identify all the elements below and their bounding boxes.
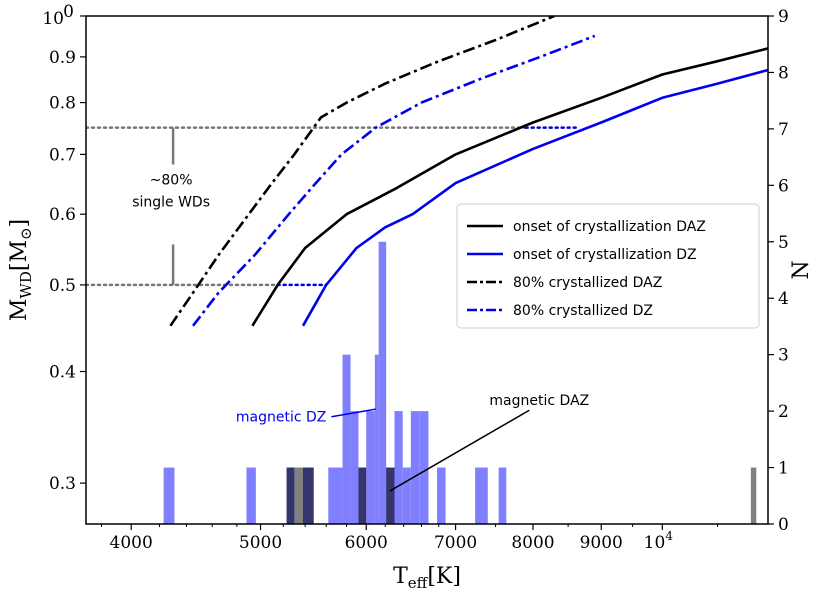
histogram-bar-dz (394, 411, 403, 524)
y-right-tick-label: 6 (778, 176, 789, 196)
y-right-tick-label: 2 (778, 402, 789, 422)
histogram-bar-dz (475, 467, 488, 524)
y-title-sub: WD (17, 271, 35, 298)
legend: onset of crystallization DAZ onset of cry… (456, 203, 760, 329)
y-left-tick-label: 0.4 (49, 363, 76, 383)
y-title-unit-open: [M (7, 240, 32, 271)
y-left-tick-label: 0.6 (49, 205, 76, 225)
legend-label: onset of crystallization DAZ (513, 219, 706, 235)
magnetic-dz-pointer (331, 408, 376, 418)
y-left-tick-exponent: 0 (63, 2, 74, 22)
x-axis-title-main: T (393, 564, 408, 589)
legend-box (456, 203, 760, 329)
x-tick-label-power: 104 (644, 529, 674, 553)
histogram-bar-daz (294, 467, 303, 524)
histogram-bar-overlap (302, 467, 314, 524)
histogram-bar-dz (374, 354, 379, 524)
histogram-bar-dz (378, 241, 387, 524)
y-right-tick-label: 1 (778, 459, 789, 479)
histogram-bar-daz (750, 467, 757, 524)
series-line (169, 16, 555, 327)
y-left-tick-label: 0.5 (49, 276, 76, 296)
histogram-bar-dz (163, 467, 175, 524)
y-title-unit-symbol: ⊙ (17, 227, 35, 240)
y-right-tick-label: 4 (778, 289, 789, 309)
histogram-bar-overlap (358, 467, 367, 524)
y-left-tick-label: 0.9 (49, 48, 76, 68)
magnetic-dz-label: magnetic DZ (236, 410, 327, 426)
legend-label: 80% crystallized DZ (513, 303, 653, 319)
annotations-layer: ~80% single WDs magnetic DZ magnetic DAZ (132, 172, 589, 492)
x-tick-label: 9000 (580, 533, 623, 553)
histogram-layer (163, 241, 757, 524)
histogram-bar-dz (246, 467, 256, 524)
x-tick-label: 4000 (110, 533, 153, 553)
y-title-main: M (7, 299, 32, 322)
histogram-bar-overlap (286, 467, 295, 524)
magnetic-daz-label: magnetic DAZ (489, 393, 589, 409)
y-right-axis-title: N (789, 260, 814, 279)
x-tick-label: 7000 (434, 533, 477, 553)
x-tick-label: 5000 (239, 533, 282, 553)
y-right-tick-label: 0 (778, 515, 789, 535)
y-right-tick-label: 9 (778, 7, 789, 27)
reference-lines-layer (86, 126, 580, 287)
y-left-tick-label: 0.3 (49, 474, 76, 494)
series-line (191, 34, 596, 327)
histogram-bar-dz (350, 411, 359, 524)
legend-label: onset of crystallization DZ (513, 247, 697, 263)
histogram-bar-dz (402, 467, 411, 524)
histogram-bar-dz (498, 467, 507, 524)
histogram-bar-dz (328, 467, 343, 524)
x-tick-label: 8000 (511, 533, 554, 553)
axes-layer: 4000 5000 6000 7000 8000 9000 104Teff[K]0.30.4… (7, 2, 814, 592)
series-line (251, 47, 768, 327)
histogram-bar-overlap (386, 467, 395, 524)
x-tick-label: 6000 (345, 533, 388, 553)
x-tick-base: 10 (644, 533, 666, 553)
histogram-bar-dz (437, 467, 446, 524)
bracket-label-percent: ~80% (150, 172, 193, 188)
legend-label: 80% crystallized DAZ (513, 275, 662, 291)
x-axis-title: Teff[K] (393, 564, 461, 592)
x-axis-title-unit: [K] (427, 564, 461, 589)
histogram-bar-dz (366, 411, 375, 524)
y-left-tick-label-power: 10 (42, 9, 64, 29)
magnetic-daz-pointer (389, 409, 530, 492)
histogram-bar-dz (410, 411, 420, 524)
series-layer (169, 16, 768, 327)
x-axis-title-sub: eff (408, 574, 429, 592)
histogram-bar-dz (419, 411, 429, 524)
y-left-tick-label: 0.7 (49, 145, 76, 165)
y-left-axis-title: MWD[M⊙] (7, 219, 35, 321)
y-title-unit-close: ] (7, 219, 32, 228)
plot-frame (85, 15, 769, 525)
bracket-label-single-wds: single WDs (132, 195, 210, 211)
y-right-tick-label: 5 (778, 233, 789, 253)
histogram-bar-dz (342, 354, 351, 524)
y-right-tick-label: 7 (778, 120, 789, 140)
series-line (301, 68, 768, 327)
y-left-tick-label: 0.8 (49, 94, 76, 114)
y-right-tick-label: 8 (778, 63, 789, 83)
x-tick-exponent: 4 (665, 529, 673, 543)
y-right-tick-label: 3 (778, 346, 789, 366)
